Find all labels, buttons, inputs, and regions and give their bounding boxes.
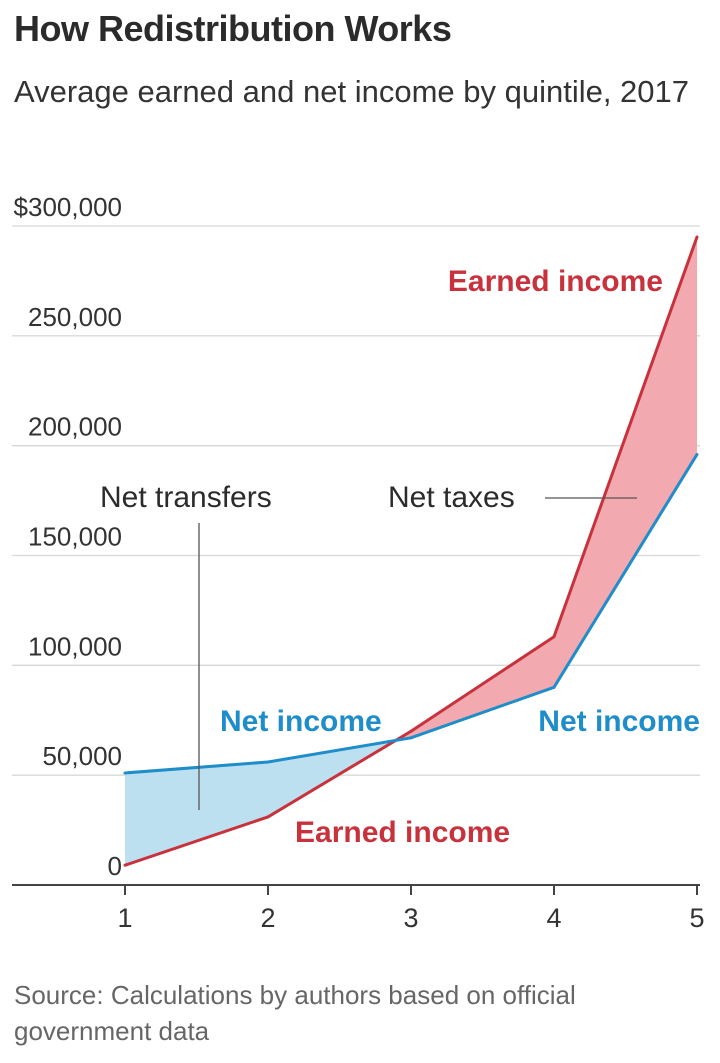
net-transfers-area bbox=[125, 761, 268, 866]
label-earned-income-bottom: Earned income bbox=[295, 816, 510, 849]
label-net-taxes: Net taxes bbox=[388, 481, 515, 514]
earned-income-point bbox=[552, 635, 556, 639]
axes: 0 50,000 100,000 150,000 200,000 250,000 $300,… bbox=[12, 192, 705, 933]
net-income-point bbox=[695, 452, 699, 456]
annotations: Earned income Earned income Net income N… bbox=[100, 265, 700, 849]
chart-title: How Redistribution Works bbox=[14, 8, 452, 49]
y-tick-label: 100,000 bbox=[28, 631, 122, 661]
y-tick-label: 0 bbox=[108, 851, 122, 881]
label-earned-income-top: Earned income bbox=[448, 265, 663, 298]
label-net-transfers: Net transfers bbox=[100, 481, 272, 514]
label-net-income-right: Net income bbox=[538, 705, 700, 738]
y-tick-label: 50,000 bbox=[42, 741, 122, 771]
earned-income-point bbox=[266, 815, 270, 819]
y-tick-label: 200,000 bbox=[28, 412, 122, 442]
x-tick-label: 4 bbox=[546, 903, 561, 933]
net-income-point bbox=[123, 771, 127, 775]
earned-income-point bbox=[409, 729, 413, 733]
net-income-point bbox=[409, 736, 413, 740]
y-tick-label: $300,000 bbox=[14, 192, 122, 222]
source-note: Source: Calculations by authors based on… bbox=[14, 980, 576, 1046]
y-tick-label: 250,000 bbox=[28, 302, 122, 332]
x-tick-label: 2 bbox=[260, 903, 275, 933]
net-income-point bbox=[266, 760, 270, 764]
x-tick-label: 5 bbox=[689, 903, 704, 933]
chart: 0 50,000 100,000 150,000 200,000 250,000 $300,… bbox=[12, 192, 705, 933]
series-lines bbox=[123, 235, 699, 867]
label-net-income-left: Net income bbox=[220, 705, 382, 738]
net-taxes-area bbox=[554, 236, 697, 688]
net-income-point bbox=[552, 685, 556, 689]
earned-income-point bbox=[695, 235, 699, 239]
x-tick-label: 1 bbox=[117, 903, 132, 933]
y-tick-label: 150,000 bbox=[28, 522, 122, 552]
earned-income-point bbox=[123, 863, 127, 867]
area-fills bbox=[125, 236, 697, 866]
chart-subtitle: Average earned and net income by quintil… bbox=[14, 74, 690, 109]
x-tick-label: 3 bbox=[403, 903, 418, 933]
